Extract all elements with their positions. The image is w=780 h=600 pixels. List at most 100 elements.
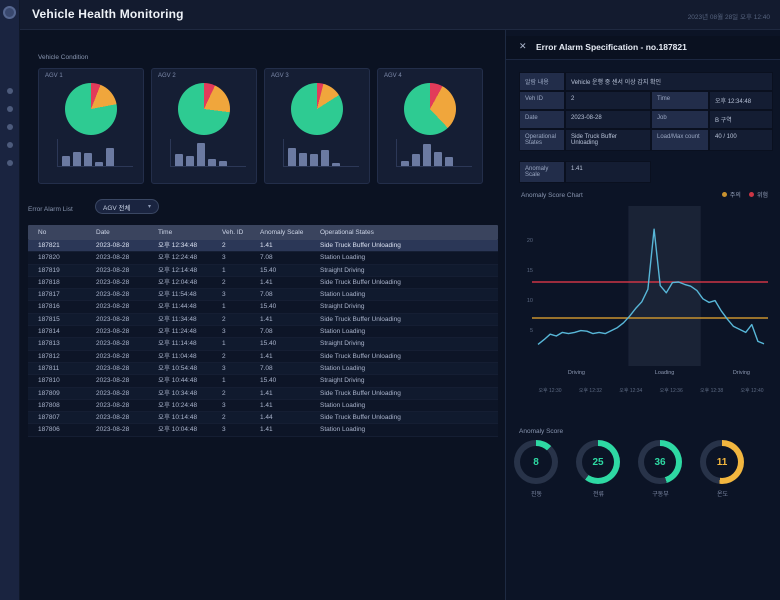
table-cell: Side Truck Buffer Unloading bbox=[320, 389, 401, 397]
anomaly-gauge-label: 구동부 bbox=[652, 492, 669, 498]
bar bbox=[84, 153, 92, 166]
table-cell: 2 bbox=[222, 414, 226, 422]
table-cell: 1.41 bbox=[260, 389, 273, 397]
bar bbox=[332, 163, 340, 166]
bar bbox=[175, 154, 183, 166]
table-cell: 187813 bbox=[38, 340, 60, 348]
table-cell: 오후 12:14:48 bbox=[158, 266, 198, 274]
header-timestamp: 2023년 08월 28일 오후 12:40 bbox=[687, 14, 770, 21]
vehicle-condition-pie-chart bbox=[65, 83, 117, 135]
alarm-table: No Date Time Veh. ID Anomaly Scale Operationa… bbox=[28, 225, 498, 437]
column-header: Time bbox=[158, 229, 173, 236]
table-row[interactable]: 187817 2023-08-28 오후 11:54:48 3 7.08 Station … bbox=[28, 289, 498, 302]
table-cell: 3 bbox=[222, 426, 226, 434]
column-header: Date bbox=[96, 229, 110, 236]
anomaly-gauge-label: 온도 bbox=[716, 492, 729, 498]
table-row[interactable]: 187821 2023-08-28 오후 12:34:48 2 1.41 Side Tru… bbox=[28, 240, 498, 253]
sidebar-item-2[interactable] bbox=[7, 106, 13, 112]
table-row[interactable]: 187809 2023-08-28 오후 10:34:48 2 1.41 Side Tru… bbox=[28, 387, 498, 400]
detail-scale-value: 1.41 bbox=[565, 161, 651, 183]
table-cell: 2023-08-28 bbox=[96, 352, 130, 360]
bar bbox=[412, 154, 420, 166]
table-cell: Straight Driving bbox=[320, 266, 365, 274]
chart-legend: 주의 위험 bbox=[721, 190, 768, 199]
table-row[interactable]: 187811 2023-08-28 오후 10:54:48 3 7.08 Station … bbox=[28, 362, 498, 376]
table-row[interactable]: 187807 2023-08-28 오후 10:14:48 2 1.44 Side Tru… bbox=[28, 412, 498, 425]
app-logo-icon[interactable] bbox=[3, 6, 16, 19]
table-row[interactable]: 187819 2023-08-28 오후 12:14:48 1 15.40 Straigh… bbox=[28, 264, 498, 277]
table-cell: 2023-08-28 bbox=[96, 389, 130, 397]
table-row[interactable]: 187813 2023-08-28 오후 11:14:48 1 15.40 Straigh… bbox=[28, 338, 498, 351]
vehicle-card-2[interactable]: AGV 2 bbox=[151, 68, 257, 184]
page-title: Vehicle Health Monitoring bbox=[32, 7, 184, 21]
anomaly-gauge-label: 전류 bbox=[592, 492, 605, 498]
table-row[interactable]: 187810 2023-08-28 오후 10:44:48 1 15.40 Straigh… bbox=[28, 375, 498, 388]
table-cell: 1 bbox=[222, 266, 226, 274]
table-cell: 2023-08-28 bbox=[96, 303, 130, 311]
vehicle-card-3[interactable]: AGV 3 bbox=[264, 68, 370, 184]
vehicle-card-4[interactable]: AGV 4 bbox=[377, 68, 483, 184]
table-cell: 2023-08-28 bbox=[96, 242, 130, 249]
alarm-table-body: 187821 2023-08-28 오후 12:34:48 2 1.41 Side Tru… bbox=[28, 240, 498, 437]
close-icon[interactable]: ✕ bbox=[519, 41, 527, 51]
sidebar-item-1[interactable] bbox=[7, 88, 13, 94]
detail-scale-label: Anomaly Scale bbox=[519, 161, 565, 183]
table-cell: 187818 bbox=[38, 278, 60, 286]
table-cell: 2023-08-28 bbox=[96, 315, 130, 323]
detail-value: 2 bbox=[565, 91, 651, 110]
table-cell: 15.40 bbox=[260, 377, 277, 385]
table-row[interactable]: 187820 2023-08-28 오후 12:24:48 3 7.08 Station … bbox=[28, 252, 498, 265]
detail-panel-header: ✕ Error Alarm Specification - no.187821 bbox=[506, 36, 780, 60]
left-sidebar bbox=[0, 0, 20, 600]
table-cell: 오후 10:24:48 bbox=[158, 401, 198, 409]
legend-dot bbox=[721, 192, 727, 197]
bar bbox=[434, 152, 442, 166]
anomaly-gauge: 25 전류 bbox=[576, 440, 621, 498]
detail-label: Date bbox=[519, 110, 565, 129]
detail-value: B 구역 bbox=[709, 110, 773, 129]
table-cell: 2023-08-28 bbox=[96, 414, 130, 422]
sidebar-item-5[interactable] bbox=[7, 160, 13, 166]
sidebar-item-4[interactable] bbox=[7, 142, 13, 148]
alarm-table-header: No Date Time Veh. ID Anomaly Scale Operationa… bbox=[28, 225, 498, 240]
table-cell: 2 bbox=[222, 278, 226, 286]
table-cell: 3 bbox=[222, 328, 226, 336]
table-cell: 2 bbox=[222, 242, 226, 249]
table-row[interactable]: 187816 2023-08-28 오후 11:44:48 1 15.40 Straigh… bbox=[28, 301, 498, 314]
vehicle-card-1[interactable]: AGV 1 bbox=[38, 68, 144, 184]
detail-label: Load/Max count bbox=[651, 129, 709, 151]
anomaly-score-label: Anomaly Score bbox=[519, 428, 564, 435]
x-tick-label: 오후 12:34 bbox=[619, 388, 642, 394]
table-row[interactable]: 187818 2023-08-28 오후 12:04:48 2 1.41 Side Tru… bbox=[28, 276, 498, 290]
table-row[interactable]: 187815 2023-08-28 오후 11:34:48 2 1.41 Side Tru… bbox=[28, 313, 498, 327]
table-row[interactable]: 187812 2023-08-28 오후 11:04:48 2 1.41 Side Tru… bbox=[28, 350, 498, 363]
vehicle-filter-dropdown[interactable]: AGV 전체 ▾ bbox=[95, 199, 159, 214]
detail-panel-title: Error Alarm Specification - no.187821 bbox=[536, 42, 687, 52]
table-cell: Side Truck Buffer Unloading bbox=[320, 315, 401, 323]
table-row[interactable]: 187814 2023-08-28 오후 11:24:48 3 7.08 Station … bbox=[28, 326, 498, 339]
table-cell: Station Loading bbox=[320, 364, 366, 372]
legend-entry: 위험 bbox=[748, 190, 768, 199]
table-cell: 1.41 bbox=[260, 315, 273, 323]
anomaly-gauge-ring: 11 bbox=[700, 440, 744, 484]
region-label: Driving bbox=[733, 370, 750, 376]
table-cell: 1.41 bbox=[260, 242, 273, 249]
table-cell: Station Loading bbox=[320, 401, 366, 409]
bar bbox=[73, 152, 81, 166]
table-cell: Straight Driving bbox=[320, 303, 365, 311]
table-cell: 2023-08-28 bbox=[96, 401, 130, 409]
table-row[interactable]: 187806 2023-08-28 오후 10:04:48 3 1.41 Station … bbox=[28, 424, 498, 437]
table-row[interactable]: 187808 2023-08-28 오후 10:24:48 3 1.41 Station … bbox=[28, 399, 498, 413]
table-cell: 187817 bbox=[38, 291, 60, 299]
sidebar-item-3[interactable] bbox=[7, 124, 13, 130]
table-cell: 3 bbox=[222, 254, 226, 262]
detail-desc-label: 알람 내용 bbox=[519, 72, 565, 91]
x-tick-label: 오후 12:30 bbox=[538, 388, 561, 394]
bar bbox=[401, 161, 409, 166]
vehicle-condition-label: Vehicle Condition bbox=[38, 54, 89, 61]
column-header: No bbox=[38, 229, 47, 236]
vehicle-card-title: AGV 3 bbox=[271, 73, 289, 79]
error-alarm-list-label: Error Alarm List bbox=[28, 206, 73, 213]
detail-label: Operational States bbox=[519, 129, 565, 151]
table-cell: 7.08 bbox=[260, 328, 273, 336]
